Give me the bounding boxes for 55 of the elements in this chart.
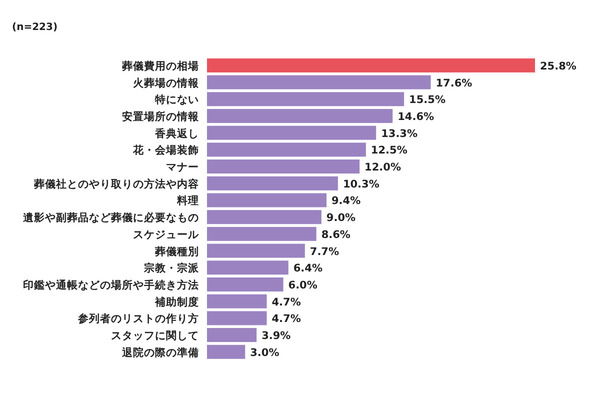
data-label: 4.7%: [272, 313, 302, 326]
data-label: 3.0%: [250, 346, 280, 359]
bar: [207, 294, 267, 308]
data-label: 15.5%: [409, 94, 446, 106]
data-label: 12.0%: [364, 162, 402, 174]
y-tick-label: 葬儀社とのやり取りの方法や内容: [33, 177, 199, 190]
data-label: 12.5%: [370, 144, 408, 157]
bar: [207, 160, 360, 174]
data-label: 13.3%: [381, 128, 418, 140]
data-label: 8.6%: [321, 228, 351, 241]
data-label: 25.8%: [540, 60, 577, 72]
y-tick-label: 葬儀種別: [154, 244, 199, 258]
bar: [207, 193, 327, 208]
bar: [207, 311, 267, 326]
text: (n=223): [12, 22, 58, 33]
y-tick-label: 火葬場の情報: [133, 76, 200, 90]
bar: [207, 226, 316, 241]
y-tick-label: スケジュール: [133, 228, 200, 241]
y-tick-label: 遺影や副葬品など葬儀に必要なもの: [22, 211, 199, 224]
bar: [207, 92, 404, 106]
bar: [207, 210, 322, 224]
bar: [207, 344, 246, 359]
y-tick-label: 補助制度: [154, 295, 199, 308]
data-label: 6.0%: [288, 279, 318, 292]
data-label: 3.9%: [262, 330, 292, 342]
bar: [207, 108, 393, 123]
y-tick-label: 退院の際の準備: [121, 346, 199, 359]
y-tick-label: 花・会場装飾: [132, 144, 199, 157]
y-tick-label: 香典返し: [154, 126, 199, 140]
data-label: 14.6%: [398, 110, 435, 123]
bar: [207, 244, 305, 258]
y-tick-label: 参列者のリストの作り方: [77, 312, 199, 326]
y-tick-label: スタッフに関して: [111, 330, 199, 342]
data-label: 10.3%: [342, 178, 380, 190]
data-label: 6.4%: [293, 262, 323, 275]
y-tick-label: 葬儀費用の相場: [121, 59, 199, 72]
bar: [207, 328, 257, 342]
data-label: 4.7%: [272, 296, 302, 308]
data-label: 9.0%: [326, 212, 356, 224]
data-label: 17.6%: [436, 77, 473, 90]
data-label: 7.7%: [310, 246, 340, 258]
bar: [207, 142, 366, 157]
bar: [207, 260, 288, 275]
bar: [207, 126, 376, 140]
y-tick-label: 印鑑や通帳などの場所や手続き方法: [23, 278, 199, 292]
y-tick-label: 特にない: [154, 93, 199, 106]
y-tick-label: 安置場所の情報: [122, 110, 200, 123]
y-tick-label: マナー: [166, 162, 199, 174]
y-tick-label: 料理: [176, 194, 199, 208]
bar: [207, 75, 431, 90]
bar: [207, 58, 535, 72]
y-tick-label: 宗教・宗派: [143, 262, 200, 275]
data-label: 9.4%: [332, 195, 362, 208]
bar: [207, 176, 338, 190]
bar: [207, 277, 284, 292]
